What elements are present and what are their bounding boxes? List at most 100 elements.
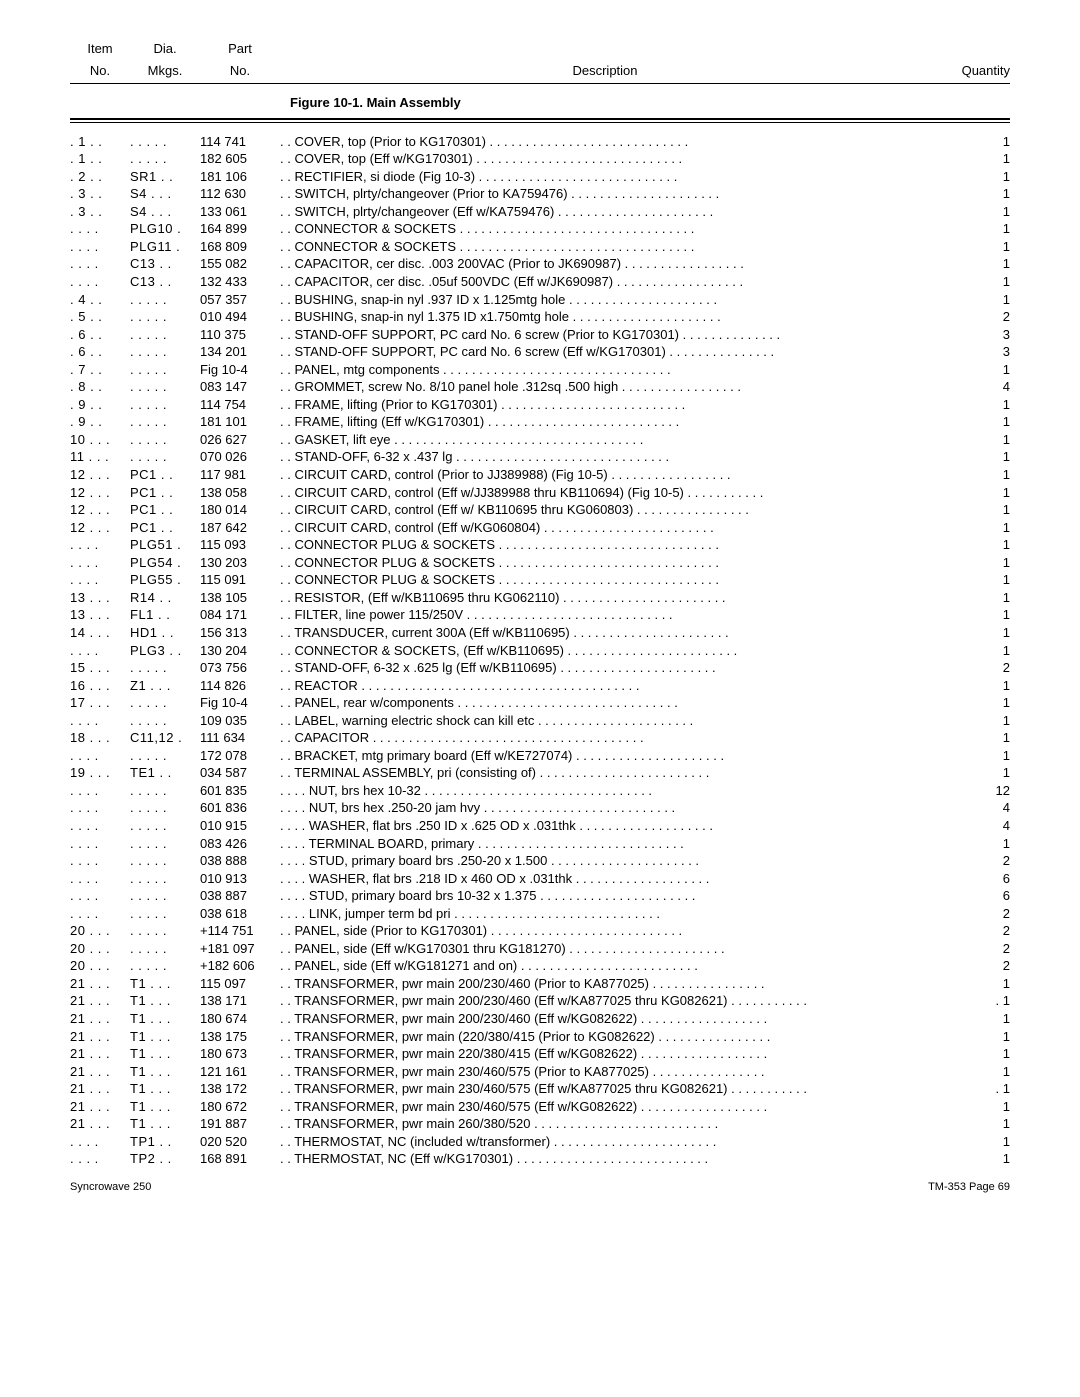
row-dia-mkgs: PC1 . . — [130, 466, 200, 484]
parts-list-row: . 6 . .. . . . . 134 201 . . STAND-OFF S… — [70, 343, 1010, 361]
row-item-no: 12 . . . — [70, 484, 130, 502]
row-dia-mkgs: T1 . . . — [130, 1098, 200, 1116]
row-description: . . . . NUT, brs hex .250-20 jam hvy . .… — [280, 799, 990, 817]
row-part-no: 114 754 — [200, 396, 280, 414]
row-dia-mkgs: . . . . . — [130, 712, 200, 730]
row-quantity: 1 — [990, 150, 1010, 168]
row-item-no: . 5 . . — [70, 308, 130, 326]
row-description: . . CIRCUIT CARD, control (Eff w/ KB1106… — [280, 501, 990, 519]
row-dia-mkgs: . . . . . — [130, 799, 200, 817]
row-part-no: 020 520 — [200, 1133, 280, 1151]
row-item-no: 21 . . . — [70, 1045, 130, 1063]
row-description: . . TRANSFORMER, pwr main 230/460/575 (P… — [280, 1063, 990, 1081]
row-part-no: 132 433 — [200, 273, 280, 291]
row-part-no: 172 078 — [200, 747, 280, 765]
row-part-no: 138 172 — [200, 1080, 280, 1098]
row-dia-mkgs: PLG55 . — [130, 571, 200, 589]
row-item-no: . . . . — [70, 273, 130, 291]
row-part-no: 112 630 — [200, 185, 280, 203]
row-quantity: 2 — [990, 940, 1010, 958]
row-dia-mkgs: PC1 . . — [130, 501, 200, 519]
row-description: . . REACTOR . . . . . . . . . . . . . . … — [280, 677, 990, 695]
parts-list-row: 20 . . .. . . . . +114 751 . . PANEL, si… — [70, 922, 1010, 940]
row-dia-mkgs: PC1 . . — [130, 484, 200, 502]
row-description: . . THERMOSTAT, NC (Eff w/KG170301) . . … — [280, 1150, 990, 1168]
row-item-no: . 4 . . — [70, 291, 130, 309]
row-description: . . CIRCUIT CARD, control (Prior to JJ38… — [280, 466, 990, 484]
footer: Syncrowave 250 TM-353 Page 69 — [70, 1180, 1010, 1195]
row-quantity: 1 — [990, 255, 1010, 273]
parts-list-row: . 3 . . S4 . . . 112 630 . . SWITCH, plr… — [70, 185, 1010, 203]
row-item-no: . . . . — [70, 747, 130, 765]
row-part-no: 164 899 — [200, 220, 280, 238]
parts-list-row: . . . .. . . . . 038 618 . . . . LINK, j… — [70, 905, 1010, 923]
row-quantity: 1 — [990, 1115, 1010, 1133]
row-item-no: . . . . — [70, 571, 130, 589]
row-quantity: 2 — [990, 905, 1010, 923]
row-quantity: 1 — [990, 536, 1010, 554]
parts-list-row: . . . .. . . . . 038 888 . . . . STUD, p… — [70, 852, 1010, 870]
row-item-no: 13 . . . — [70, 606, 130, 624]
row-part-no: 038 618 — [200, 905, 280, 923]
row-quantity: 1 — [990, 361, 1010, 379]
row-item-no: 18 . . . — [70, 729, 130, 747]
row-quantity: 1 — [990, 168, 1010, 186]
parts-list-row: . 8 . .. . . . . 083 147 . . GROMMET, sc… — [70, 378, 1010, 396]
row-part-no: 114 826 — [200, 677, 280, 695]
row-description: . . CAPACITOR, cer disc. .05uf 500VDC (E… — [280, 273, 990, 291]
row-dia-mkgs: Z1 . . . — [130, 677, 200, 695]
row-quantity: 1 — [990, 554, 1010, 572]
row-dia-mkgs: PC1 . . — [130, 519, 200, 537]
row-dia-mkgs: . . . . . — [130, 361, 200, 379]
row-quantity: 6 — [990, 870, 1010, 888]
row-dia-mkgs: PLG51 . — [130, 536, 200, 554]
row-description: . . CAPACITOR . . . . . . . . . . . . . … — [280, 729, 990, 747]
row-item-no: . . . . — [70, 852, 130, 870]
row-quantity: 1 — [990, 185, 1010, 203]
row-item-no: 20 . . . — [70, 940, 130, 958]
row-quantity: 2 — [990, 852, 1010, 870]
row-quantity: 1 — [990, 1045, 1010, 1063]
row-dia-mkgs: FL1 . . — [130, 606, 200, 624]
row-dia-mkgs: SR1 . . — [130, 168, 200, 186]
row-item-no: 19 . . . — [70, 764, 130, 782]
row-quantity: 1 — [990, 729, 1010, 747]
row-description: . . TRANSFORMER, pwr main 230/460/575 (E… — [280, 1080, 990, 1098]
row-dia-mkgs: T1 . . . — [130, 975, 200, 993]
row-item-no: . 3 . . — [70, 185, 130, 203]
row-description: . . . . WASHER, flat brs .218 ID x 460 O… — [280, 870, 990, 888]
row-item-no: 21 . . . — [70, 975, 130, 993]
row-description: . . TRANSDUCER, current 300A (Eff w/KB11… — [280, 624, 990, 642]
row-part-no: 110 375 — [200, 326, 280, 344]
row-description: . . FRAME, lifting (Prior to KG170301) .… — [280, 396, 990, 414]
parts-list-row: . 2 . . SR1 . . 181 106 . . RECTIFIER, s… — [70, 168, 1010, 186]
row-quantity: 1 — [990, 642, 1010, 660]
row-item-no: 20 . . . — [70, 922, 130, 940]
parts-list-row: . . . . PLG51 . 115 093 . . CONNECTOR PL… — [70, 536, 1010, 554]
row-part-no: Fig 10-4 — [200, 361, 280, 379]
row-dia-mkgs: . . . . . — [130, 150, 200, 168]
row-description: . . CIRCUIT CARD, control (Eff w/JJ38998… — [280, 484, 990, 502]
row-dia-mkgs: . . . . . — [130, 694, 200, 712]
row-part-no: 084 171 — [200, 606, 280, 624]
row-description: . . CONNECTOR & SOCKETS . . . . . . . . … — [280, 220, 990, 238]
row-description: . . BUSHING, snap-in nyl .937 ID x 1.125… — [280, 291, 990, 309]
row-description: . . CONNECTOR PLUG & SOCKETS . . . . . .… — [280, 536, 990, 554]
row-item-no: . . . . — [70, 642, 130, 660]
row-item-no: . . . . — [70, 782, 130, 800]
row-description: . . CONNECTOR & SOCKETS, (Eff w/KB110695… — [280, 642, 990, 660]
row-item-no: . 9 . . — [70, 396, 130, 414]
row-item-no: . . . . — [70, 905, 130, 923]
row-part-no: 038 888 — [200, 852, 280, 870]
parts-list-row: . . . . PLG54 . 130 203 . . CONNECTOR PL… — [70, 554, 1010, 572]
row-part-no: Fig 10-4 — [200, 694, 280, 712]
col-item-l1: Item — [70, 40, 130, 58]
row-item-no: 12 . . . — [70, 466, 130, 484]
col-part-l1: Part — [200, 40, 280, 58]
parts-list-row: 15 . . .. . . . . 073 756 . . STAND-OFF,… — [70, 659, 1010, 677]
row-quantity: 1 — [990, 484, 1010, 502]
row-item-no: 15 . . . — [70, 659, 130, 677]
parts-list-row: 21 . . . T1 . . . 180 673 . . TRANSFORME… — [70, 1045, 1010, 1063]
parts-list: . 1 . .. . . . . 114 741 . . COVER, top … — [70, 133, 1010, 1168]
parts-list-row: 17 . . .. . . . . Fig 10-4 . . PANEL, re… — [70, 694, 1010, 712]
